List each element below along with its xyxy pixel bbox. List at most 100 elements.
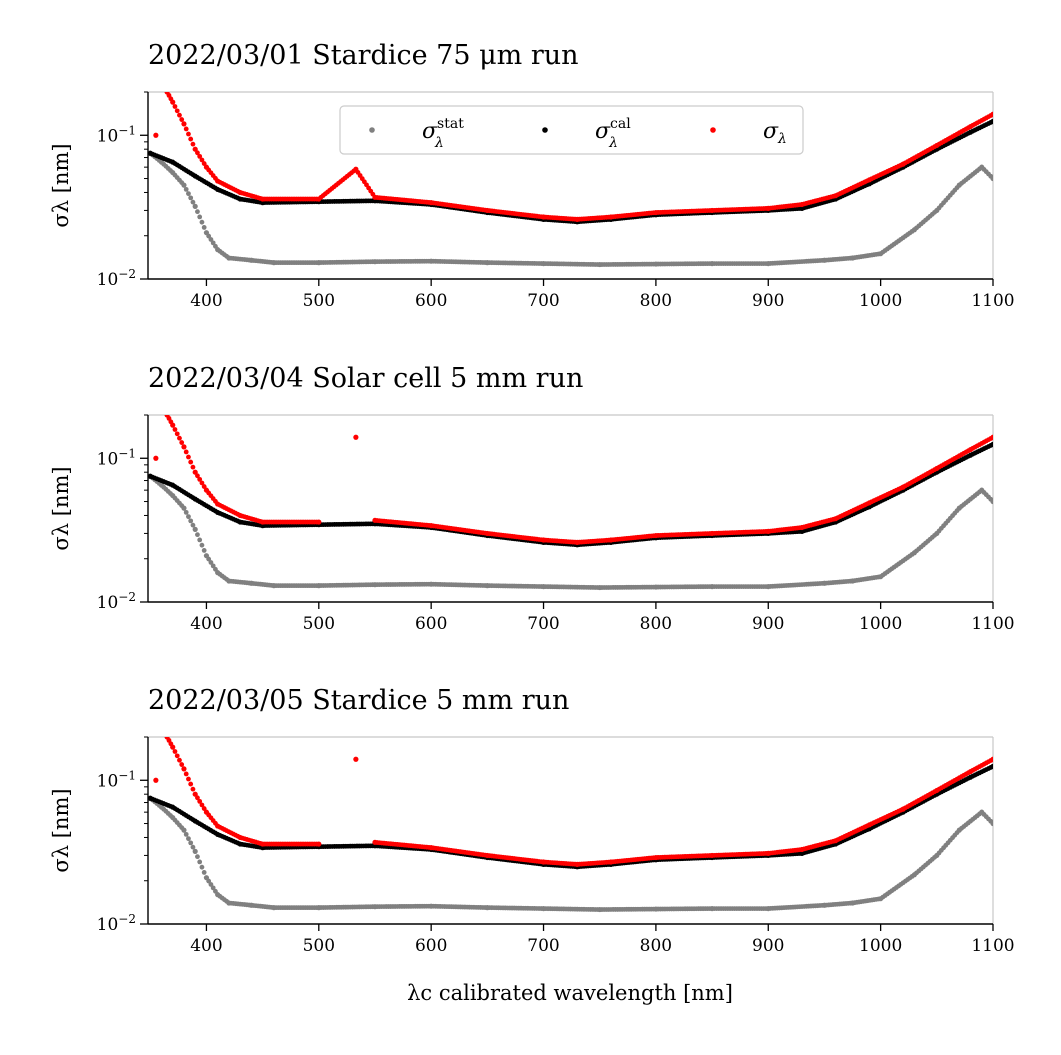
data-point (179, 440, 185, 445)
data-point (197, 214, 203, 220)
data-point (990, 118, 993, 124)
data-point (183, 831, 189, 837)
x-tick-label: 700 (527, 614, 559, 634)
plot-area (148, 92, 993, 268)
x-tick-label: 700 (527, 936, 559, 956)
legend: σstat λ σcal λ σλ (339, 105, 804, 155)
data-point (197, 537, 203, 543)
x-tick-label: 1100 (971, 614, 1014, 634)
data-point (170, 744, 176, 750)
data-point (174, 431, 180, 437)
data-point (197, 476, 203, 482)
series-1 (148, 150, 993, 268)
panels: 2022/03/01 Stardice 75 μm run 400 500 600 70… (49, 40, 1015, 956)
data-point (174, 753, 180, 759)
y-tick-label: 10−2 (97, 590, 136, 613)
data-point (210, 240, 216, 246)
series-3 (153, 92, 993, 222)
x-tick-label: 800 (640, 614, 672, 634)
plot-area (148, 415, 993, 591)
data-point (210, 563, 216, 569)
data-point (201, 870, 207, 875)
data-point (990, 498, 993, 505)
data-point (990, 175, 993, 182)
x-tick-label: 500 (303, 291, 335, 311)
legend-entry-2: σcal λ (542, 116, 631, 151)
series-1 (148, 473, 993, 591)
data-point (990, 441, 993, 447)
legend-entry-1: σstat λ (369, 116, 464, 151)
plot-area (148, 737, 993, 913)
data-point (153, 777, 159, 783)
y-axis-label: σλ [nm] (49, 788, 73, 872)
data-point (192, 526, 198, 532)
data-point (186, 514, 191, 520)
data-point (188, 781, 194, 787)
data-point (990, 756, 993, 762)
data-point (181, 766, 187, 772)
data-point (210, 885, 216, 891)
series-2 (148, 763, 993, 870)
data-point (183, 186, 189, 192)
y-tick-label: 10−1 (97, 768, 136, 791)
legend-label: σλ (763, 119, 787, 147)
data-point (206, 556, 212, 562)
legend-label: σstat λ (422, 116, 464, 151)
data-point (195, 209, 200, 215)
legend-marker (710, 127, 716, 133)
y-axis-label: σλ [nm] (49, 143, 73, 227)
data-point (179, 117, 185, 122)
data-point (208, 237, 214, 242)
x-tick-label: 800 (640, 291, 672, 311)
data-point (208, 560, 214, 565)
x-tick-label: 1000 (859, 936, 902, 956)
x-tick-label: 600 (415, 614, 447, 634)
data-point (190, 464, 196, 470)
data-point (990, 763, 993, 769)
data-point (190, 844, 196, 850)
data-point (353, 434, 359, 440)
y-tick-label: 10−1 (97, 123, 136, 146)
data-point (201, 806, 207, 811)
panel-1: 2022/03/01 Stardice 75 μm run 400 500 600 70… (49, 40, 1015, 311)
data-point (316, 519, 322, 525)
data-point (188, 518, 194, 524)
y-tick-label: 10−2 (97, 267, 136, 290)
x-tick-label: 400 (190, 936, 222, 956)
panel-2: 2022/03/04 Solar cell 5 mm run 400 500 600 7… (49, 363, 1015, 634)
data-point (177, 757, 182, 763)
data-point (199, 864, 205, 870)
y-tick-label: 10−2 (97, 912, 136, 935)
data-point (199, 542, 205, 548)
data-point (190, 522, 196, 528)
legend-marker (542, 127, 548, 133)
data-point (183, 449, 189, 455)
data-point (181, 182, 187, 188)
data-point (153, 132, 159, 138)
data-point (190, 199, 196, 205)
data-point (181, 827, 187, 833)
legend-marker (369, 127, 375, 133)
data-point (195, 473, 200, 479)
data-point (353, 756, 359, 762)
data-point (186, 131, 191, 137)
x-tick-label: 500 (303, 936, 335, 956)
data-point (192, 146, 198, 152)
series-2 (148, 441, 993, 548)
data-point (172, 104, 178, 109)
x-tick-label: 800 (640, 936, 672, 956)
series-3 (153, 415, 993, 545)
data-point (195, 854, 200, 860)
data-point (192, 848, 198, 854)
data-point (170, 422, 176, 428)
x-tick-label: 600 (415, 936, 447, 956)
legend-entry-3: σλ (710, 119, 787, 147)
data-point (199, 219, 205, 225)
x-tick-label: 1100 (971, 936, 1014, 956)
x-tick-label: 1100 (971, 291, 1014, 311)
data-point (190, 786, 196, 792)
legend-entries: σstat λ σcal λ σλ (369, 116, 787, 151)
data-point (208, 882, 214, 887)
